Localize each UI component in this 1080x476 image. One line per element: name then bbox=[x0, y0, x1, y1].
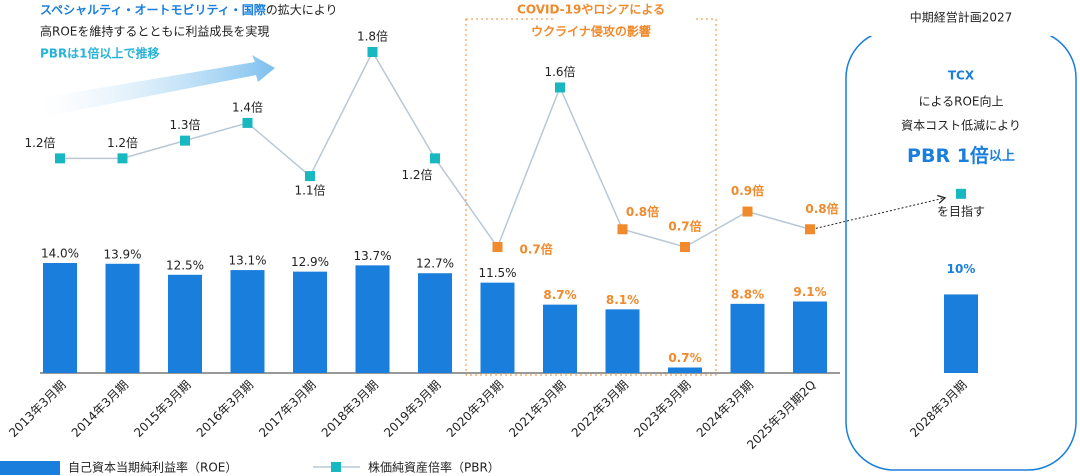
x-tick-label: 2024年3月期 bbox=[694, 378, 756, 440]
x-tick-label: 2013年3月期 bbox=[6, 378, 68, 440]
bar bbox=[480, 282, 515, 373]
bar bbox=[230, 270, 265, 373]
growth-text-b: の拡大により bbox=[266, 3, 338, 17]
pbr-value-label: 1.1倍 bbox=[294, 183, 325, 198]
x-tick-label: 2018年3月期 bbox=[319, 378, 381, 440]
x-tick-label: 2019年3月期 bbox=[381, 378, 443, 440]
bar bbox=[605, 309, 640, 373]
bar-value-label: 10% bbox=[947, 262, 976, 276]
bar bbox=[43, 263, 77, 373]
bar-value-label: 12.5% bbox=[166, 258, 204, 272]
growth-text: スペシャルティ・オートモビリティ・国際の拡大により bbox=[40, 2, 338, 17]
plan-text: TCX bbox=[948, 69, 975, 83]
bar-value-label: 8.8% bbox=[731, 287, 764, 301]
covid-text: ウクライナ侵攻の影響 bbox=[531, 24, 651, 39]
legend-swatch-marker bbox=[331, 462, 341, 472]
pbr-value-label: 0.7倍 bbox=[520, 242, 553, 257]
plan-text: PBR 1倍以上 bbox=[907, 144, 1015, 167]
bar bbox=[418, 273, 452, 373]
pbr-value-label: 1.6倍 bbox=[544, 64, 575, 79]
legend-swatch-bar bbox=[0, 461, 60, 475]
bar-value-label: 13.9% bbox=[103, 247, 141, 261]
trend-arrow bbox=[40, 55, 275, 116]
pbr-value-label: 0.9倍 bbox=[731, 183, 764, 198]
plan-text: 資本コスト低減により bbox=[901, 118, 1021, 133]
bar-value-label: 11.5% bbox=[478, 266, 516, 280]
bar bbox=[668, 367, 702, 373]
x-tick-label: 2025年3月期2Q bbox=[744, 378, 818, 452]
x-tick-label: 2021年3月期 bbox=[506, 378, 568, 440]
plan-text-a: PBR 1倍 bbox=[907, 144, 989, 167]
covid-text: COVID-19やロシアによる bbox=[517, 3, 665, 17]
plan-text: によるROE向上 bbox=[918, 94, 1003, 109]
growth-text: PBRは1倍以上で推移 bbox=[40, 46, 160, 61]
bar-value-label: 13.7% bbox=[353, 249, 391, 263]
plan-text: を目指す bbox=[937, 204, 985, 219]
plan-bg bbox=[868, 4, 1058, 36]
bar bbox=[793, 301, 827, 373]
pbr-marker bbox=[617, 224, 628, 235]
pbr-value-label: 0.7倍 bbox=[668, 219, 701, 234]
x-tick-label: 2015年3月期 bbox=[131, 378, 193, 440]
bar bbox=[730, 303, 765, 373]
pbr-value-label: 1.3倍 bbox=[169, 117, 200, 132]
x-tick-label: 2023年3月期 bbox=[631, 378, 693, 440]
bar-value-label: 14.0% bbox=[41, 247, 79, 261]
growth-text-a: スペシャルティ・オートモビリティ・国際 bbox=[40, 2, 267, 17]
pbr-value-label: 1.8倍 bbox=[357, 29, 388, 44]
bar-value-label: 8.7% bbox=[543, 288, 576, 302]
bar-value-label: 13.1% bbox=[228, 254, 266, 268]
bar-value-label: 12.9% bbox=[291, 255, 329, 269]
bar-value-label: 9.1% bbox=[793, 285, 826, 299]
covid-bg bbox=[556, 2, 696, 42]
x-tick-label: 2017年3月期 bbox=[256, 378, 318, 440]
pbr-marker bbox=[742, 206, 753, 217]
pbr-marker bbox=[242, 117, 253, 128]
bar bbox=[355, 265, 390, 373]
x-tick-label: 2014年3月期 bbox=[69, 378, 131, 440]
pbr-value-label: 1.2倍 bbox=[24, 135, 55, 150]
bar bbox=[293, 271, 327, 373]
growth-text: 高ROEを維持するとともに利益成長を実現 bbox=[40, 24, 269, 39]
bar-value-label: 12.7% bbox=[416, 257, 454, 271]
pbr-marker bbox=[492, 242, 503, 252]
plan-text-b: 以上 bbox=[989, 149, 1015, 164]
pbr-marker bbox=[430, 153, 440, 164]
pbr-marker bbox=[956, 188, 966, 199]
pbr-value-label: 1.2倍 bbox=[401, 167, 432, 182]
pbr-value-label: 0.8倍 bbox=[626, 204, 659, 219]
target-arrow bbox=[811, 194, 947, 230]
plan-title: 中期経営計画2027 bbox=[910, 10, 1013, 25]
pbr-marker bbox=[680, 242, 690, 252]
bar bbox=[543, 304, 577, 373]
bar bbox=[168, 274, 202, 373]
pbr-marker bbox=[367, 47, 378, 57]
pbr-marker bbox=[305, 171, 315, 182]
bar-value-label: 0.7% bbox=[668, 351, 701, 365]
bar-value-label: 8.1% bbox=[606, 293, 639, 307]
pbr-marker bbox=[555, 82, 565, 93]
legend-label: 株価純資産倍率（PBR） bbox=[368, 460, 500, 475]
pbr-value-label: 1.2倍 bbox=[107, 135, 138, 150]
x-tick-label: 2028年3月期 bbox=[907, 378, 969, 440]
legend-label: 自己資本当期純利益率（ROE） bbox=[68, 460, 237, 475]
x-tick-label: 2020年3月期 bbox=[444, 378, 506, 440]
x-tick-label: 2022年3月期 bbox=[569, 378, 631, 440]
pbr-value-label: 0.8倍 bbox=[805, 201, 838, 216]
pbr-marker bbox=[180, 135, 190, 146]
x-tick-label: 2016年3月期 bbox=[194, 378, 256, 440]
bar bbox=[105, 263, 140, 373]
pbr-marker bbox=[55, 153, 65, 164]
pbr-marker bbox=[117, 153, 128, 164]
bar bbox=[944, 294, 978, 373]
pbr-value-label: 1.4倍 bbox=[232, 99, 263, 114]
pbr-marker bbox=[805, 224, 815, 235]
